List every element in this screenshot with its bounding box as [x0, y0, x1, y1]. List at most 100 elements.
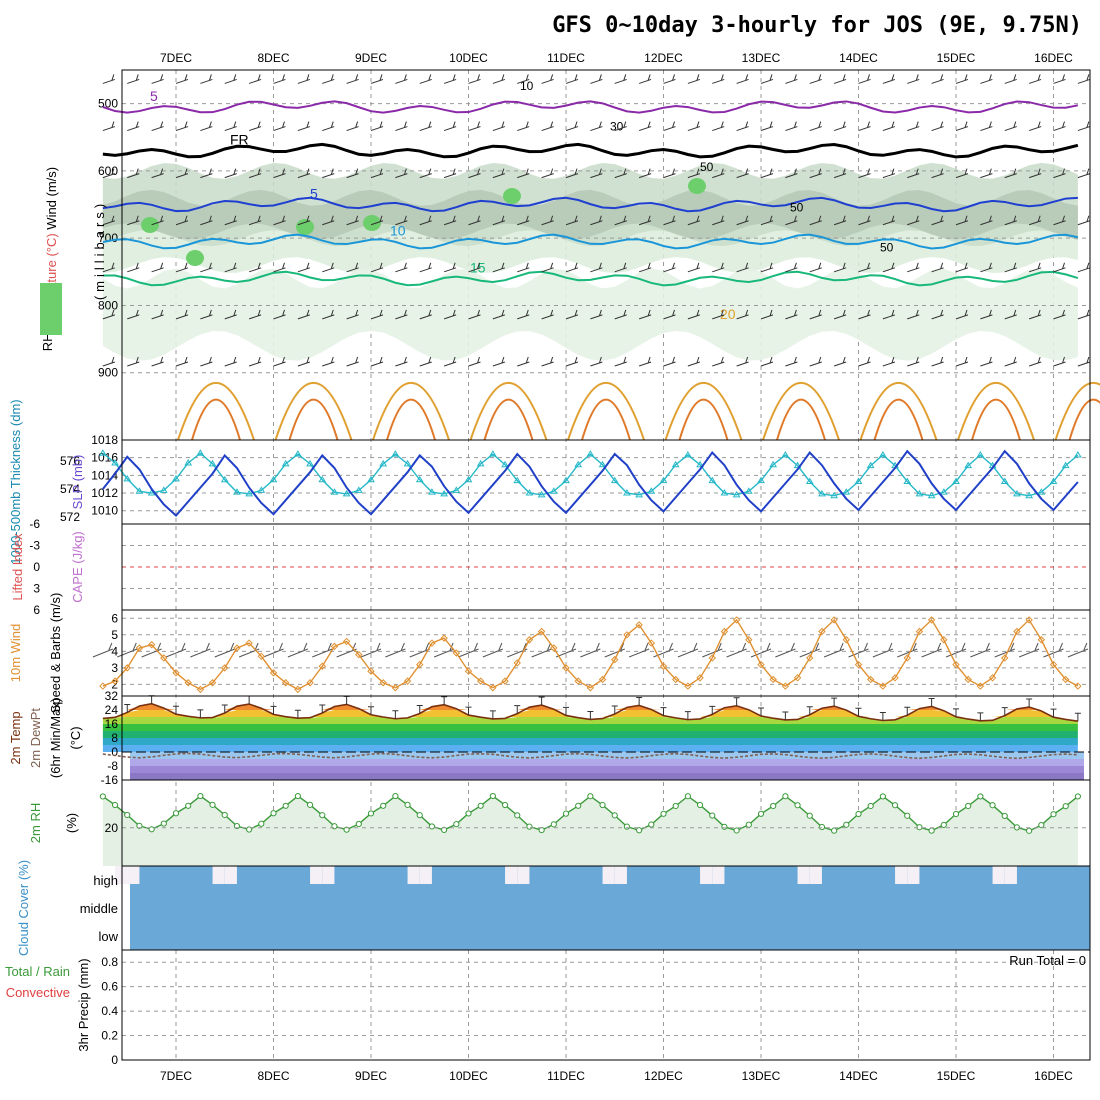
wind-tick-label: 5: [111, 628, 118, 642]
wind-barb: [175, 262, 189, 273]
wind-barb: [858, 121, 871, 132]
wind-barb: [541, 262, 554, 273]
rh-marker: [721, 823, 728, 830]
wind-barb: [224, 168, 237, 179]
wind-barb: [1077, 74, 1091, 84]
wind-barb: [638, 309, 652, 320]
temperature-band: [102, 703, 1078, 710]
wind-barb: [809, 121, 822, 132]
wind-speed-marker: [671, 675, 680, 684]
wind-barb: [1053, 168, 1066, 179]
surface-wind-barb: [385, 642, 406, 658]
rh-marker: [989, 802, 996, 809]
wind-barb: [1028, 121, 1042, 132]
wind-barb: [955, 262, 969, 273]
wind-speed-marker: [1037, 636, 1046, 644]
warm-contour-arch-inner: [776, 398, 826, 441]
wind-barb: [419, 215, 432, 226]
slp-marker: [135, 487, 144, 494]
rh-marker: [404, 801, 411, 808]
dewpoint-line: [102, 752, 1078, 760]
wind-barb: [565, 356, 579, 367]
slp-ylabel: SLP (mb): [70, 455, 85, 510]
contour-label: 5: [310, 186, 318, 202]
wind-speed-marker: [440, 634, 448, 642]
warm-contour-arch: [664, 381, 743, 441]
rh-marker: [221, 811, 228, 819]
wind-speed-marker: [818, 627, 826, 636]
wind-speed-marker: [757, 660, 765, 669]
wind-barb: [273, 74, 286, 84]
wind-barb: [492, 215, 506, 226]
slp-marker: [842, 488, 851, 495]
wind-speed-marker: [684, 682, 692, 690]
slp-marker: [1037, 488, 1046, 495]
temperature-band: [102, 717, 1078, 724]
lifted-index-tick-label: -6: [29, 517, 40, 531]
wind-barb: [638, 262, 652, 273]
cloud-gap: [895, 866, 908, 884]
temperature-contour: [102, 233, 1079, 250]
wind-barb: [419, 121, 432, 132]
wind-barb: [785, 356, 798, 367]
run-total-label: Run Total = 0: [1009, 953, 1086, 968]
wind-barb: [419, 74, 432, 84]
wind-barb: [370, 74, 384, 84]
wind-barb: [443, 309, 457, 320]
rh-marker: [599, 801, 606, 809]
surface-wind-barb: [628, 642, 650, 658]
rh-marker: [928, 827, 935, 834]
temp-tick-label: 0: [111, 745, 118, 759]
slp-marker: [257, 486, 266, 493]
wind-barb: [980, 356, 993, 367]
minmax-marker: [977, 712, 984, 721]
wind-barb: [809, 168, 822, 179]
wind-barb: [248, 121, 262, 132]
minmax-marker: [173, 705, 179, 715]
cloud-gap: [700, 866, 713, 884]
rh-contour-label: 50: [790, 200, 804, 214]
warm-contour-arch: [1054, 381, 1100, 441]
surface-wind-barb: [287, 642, 309, 658]
temp-tick-label: -8: [107, 759, 118, 773]
wind-barb: [736, 215, 749, 226]
surface-wind-barb: [312, 642, 333, 658]
wind-barb: [1004, 309, 1017, 320]
wind-barb: [102, 262, 116, 273]
wind-barb: [1004, 74, 1017, 84]
wind-barb: [175, 168, 189, 179]
wind-barb: [322, 74, 335, 84]
wind-barb: [395, 215, 408, 226]
wind-barb: [931, 262, 944, 273]
wind-barb: [395, 262, 408, 273]
warm-contour-arch: [177, 381, 255, 441]
rh-marker: [306, 801, 314, 808]
wind-barb: [663, 74, 676, 84]
slp-marker: [98, 449, 107, 456]
rh-marker: [770, 802, 777, 810]
slp-marker: [281, 459, 290, 467]
cloud-gap: [614, 866, 627, 884]
temperature-band-cold: [130, 752, 1084, 759]
wind-barb: [322, 309, 335, 320]
surface-wind-barb: [1018, 642, 1040, 658]
wind-speed-marker: [416, 660, 424, 669]
rh-marker: [1026, 827, 1033, 834]
wind-barb: [907, 262, 920, 273]
surface-wind-barb: [141, 642, 162, 658]
rh-marker: [965, 802, 972, 810]
surface-wind-barb: [677, 642, 699, 658]
rh-marker: [111, 801, 119, 809]
rh-high-blob: [296, 219, 314, 235]
wind-barb: [517, 74, 530, 84]
wind-barb: [297, 168, 311, 179]
thickness-tick-label: 576: [60, 454, 80, 468]
cloud-gap: [212, 866, 225, 884]
wind-barb: [858, 356, 871, 367]
warm-contour-arch: [859, 381, 938, 441]
wind-barb: [907, 121, 920, 132]
wind-barb: [419, 168, 432, 179]
warm-contour-arch-inner: [191, 398, 241, 441]
wind-barb: [370, 309, 384, 320]
slp-marker: [781, 451, 790, 458]
